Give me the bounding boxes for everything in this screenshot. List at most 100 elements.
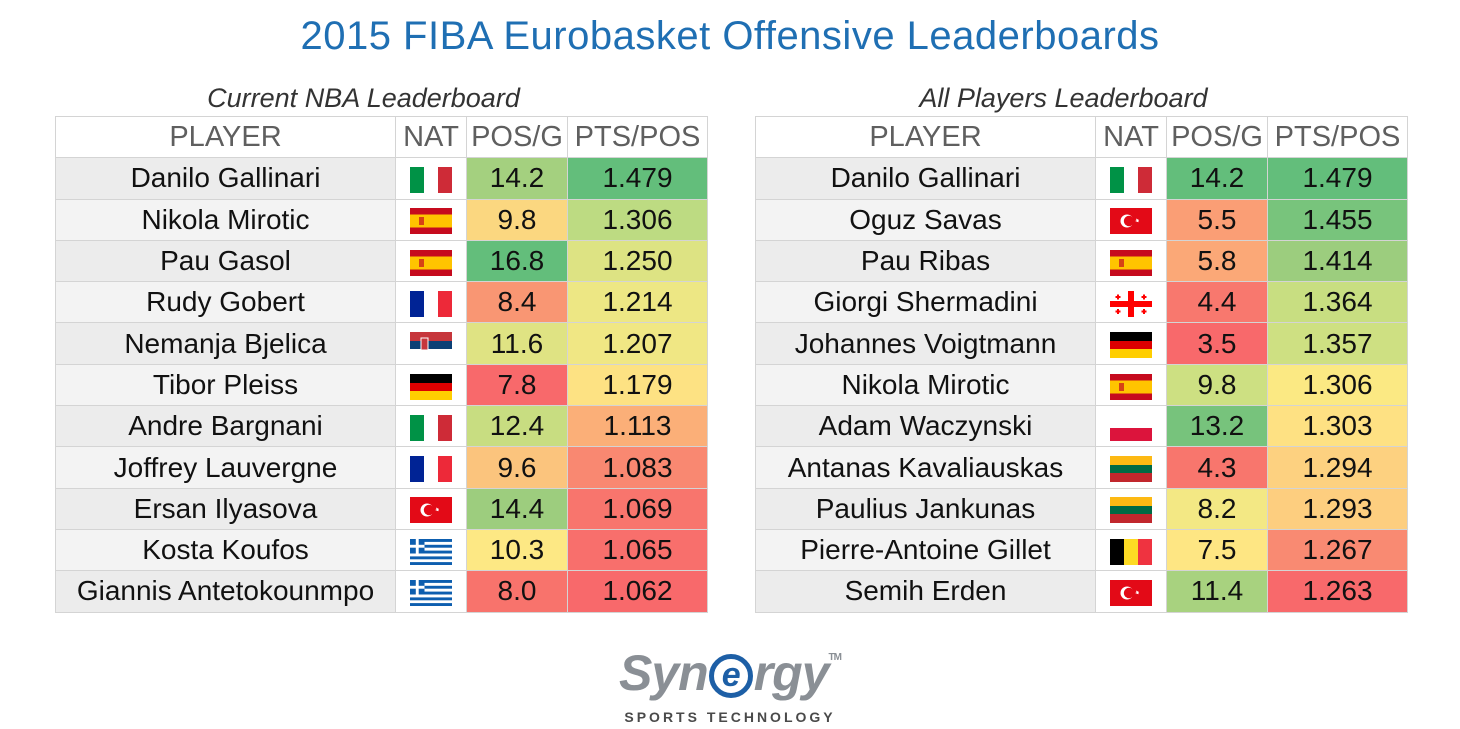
all-players-leaderboard-table: PLAYER NAT POS/G PTS/POS Danilo Gallinar… [755,115,1408,613]
pts-per-pos-value: 1.479 [567,157,708,200]
player-column-header: PLAYER [55,115,396,159]
table-row: Tibor Pleiss 7.8 1.179 [55,363,708,407]
player-column-header: PLAYER [755,115,1096,159]
pos-per-game-value: 14.4 [466,487,568,530]
pos-per-game-value: 14.2 [1166,157,1268,200]
italy-flag-icon [410,414,452,441]
nationality-cell [1095,363,1167,407]
nationality-cell [395,157,467,200]
table-row: Pau Gasol 16.8 1.250 [55,239,708,283]
pts-per-pos-value: 1.294 [1267,446,1408,489]
table-row: Giorgi Shermadini 4.4 1.364 [755,281,1408,324]
italy-flag-icon [410,167,452,194]
table-row: Nemanja Bjelica 11.6 1.207 [55,322,708,365]
pts-per-pos-value: 1.357 [1267,322,1408,365]
synergy-logo-word: Syn e rgyTM [610,630,850,701]
nationality-cell [395,570,467,613]
germany-flag-icon [410,373,452,400]
nationality-cell [1095,239,1167,283]
nat-column-header: NAT [395,115,467,159]
pts-per-pos-value: 1.214 [567,281,708,324]
nba-leaderboard-table: PLAYER NAT POS/G PTS/POS Danilo Gallinar… [55,115,708,613]
player-name: Oguz Savas [755,198,1096,241]
italy-flag-icon [1110,167,1152,194]
nationality-cell [395,446,467,489]
belgium-flag-icon [1110,538,1152,565]
pos-g-column-header: POS/G [466,115,568,159]
nationality-cell [1095,281,1167,324]
nationality-cell [395,281,467,324]
nba-leaderboard-title: Current NBA Leaderboard [207,83,520,113]
table-row: Giannis Antetokounmpo 8.0 1.062 [55,570,708,613]
player-name: Rudy Gobert [55,281,396,324]
player-name: Pau Gasol [55,239,396,283]
pos-per-game-value: 9.8 [466,198,568,241]
pos-per-game-value: 8.2 [1166,487,1268,530]
pts-per-pos-value: 1.364 [1267,281,1408,324]
table-row: Kosta Koufos 10.3 1.065 [55,528,708,572]
table-row: Antanas Kavaliauskas 4.3 1.294 [755,446,1408,489]
spain-flag-icon [1110,249,1152,276]
table-row: Adam Waczynski 13.2 1.303 [755,405,1408,448]
nationality-cell [1095,446,1167,489]
nationality-cell [1095,198,1167,241]
pos-per-game-value: 10.3 [466,528,568,572]
pos-per-game-value: 7.5 [1166,528,1268,572]
pos-per-game-value: 4.4 [1166,281,1268,324]
pts-per-pos-value: 1.267 [1267,528,1408,572]
greece-flag-icon [410,538,452,565]
pts-pos-column-header: PTS/POS [1267,115,1408,159]
pos-per-game-value: 12.4 [466,405,568,448]
pos-per-game-value: 13.2 [1166,405,1268,448]
player-name: Semih Erden [755,570,1096,613]
page-title: 2015 FIBA Eurobasket Offensive Leaderboa… [300,14,1160,58]
turkey-flag-icon [410,497,452,524]
table-row: Joffrey Lauvergne 9.6 1.083 [55,446,708,489]
georgia-flag-icon [1110,290,1152,317]
table-row: Nikola Mirotic 9.8 1.306 [55,198,708,241]
germany-flag-icon [1110,332,1152,359]
pos-per-game-value: 8.0 [466,570,568,613]
nationality-cell [1095,405,1167,448]
pos-per-game-value: 11.6 [466,322,568,365]
pts-per-pos-value: 1.293 [1267,487,1408,530]
pts-per-pos-value: 1.414 [1267,239,1408,283]
pts-pos-column-header: PTS/POS [567,115,708,159]
lithuania-flag-icon [1110,497,1152,524]
all-players-leaderboard: All Players Leaderboard PLAYER NAT POS/G… [755,80,1408,613]
pts-per-pos-value: 1.069 [567,487,708,530]
pts-per-pos-value: 1.263 [1267,570,1408,613]
player-name: Pau Ribas [755,239,1096,283]
player-name: Paulius Jankunas [755,487,1096,530]
pos-per-game-value: 14.2 [466,157,568,200]
turkey-flag-icon [1110,580,1152,607]
nationality-cell [395,239,467,283]
table-row: Paulius Jankunas 8.2 1.293 [755,487,1408,530]
player-name: Pierre-Antoine Gillet [755,528,1096,572]
pts-per-pos-value: 1.303 [1267,405,1408,448]
pts-per-pos-value: 1.065 [567,528,708,572]
nationality-cell [395,528,467,572]
spain-flag-icon [1110,373,1152,400]
table-row: Nikola Mirotic 9.8 1.306 [755,363,1408,407]
player-name: Nikola Mirotic [55,198,396,241]
table-row: Pau Ribas 5.8 1.414 [755,239,1408,283]
all-players-leaderboard-title: All Players Leaderboard [919,83,1208,113]
player-name: Joffrey Lauvergne [55,446,396,489]
pts-per-pos-value: 1.455 [1267,198,1408,241]
logo-word-end: rgy [753,645,830,701]
pos-per-game-value: 9.8 [1166,363,1268,407]
lithuania-flag-icon [1110,456,1152,483]
table-row: Johannes Voigtmann 3.5 1.357 [755,322,1408,365]
table-row: Rudy Gobert 8.4 1.214 [55,281,708,324]
player-name: Danilo Gallinari [755,157,1096,200]
player-name: Giannis Antetokounmpo [55,570,396,613]
table-row: Pierre-Antoine Gillet 7.5 1.267 [755,528,1408,572]
turkey-flag-icon [1110,208,1152,235]
nationality-cell [395,405,467,448]
player-name: Antanas Kavaliauskas [755,446,1096,489]
pts-per-pos-value: 1.113 [567,405,708,448]
nationality-cell [1095,528,1167,572]
pos-per-game-value: 8.4 [466,281,568,324]
player-name: Andre Bargnani [55,405,396,448]
